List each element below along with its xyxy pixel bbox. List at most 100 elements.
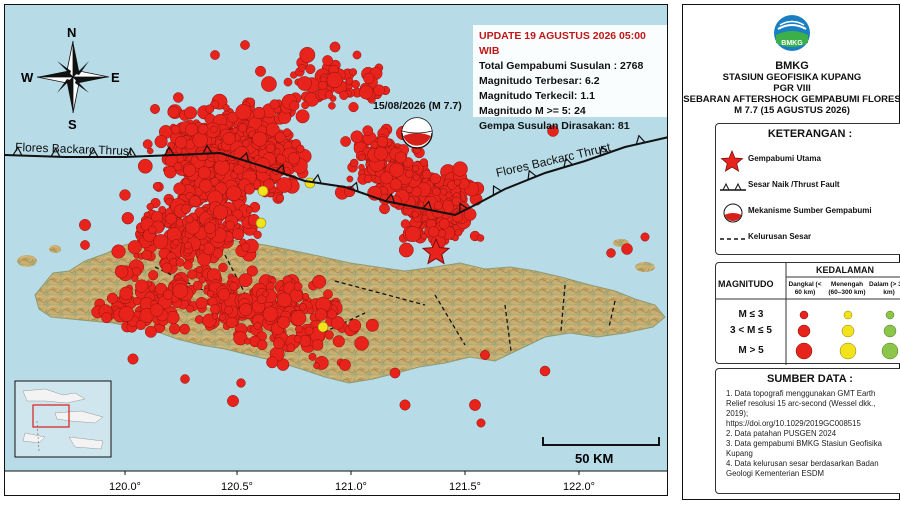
small-island bbox=[635, 262, 655, 272]
thrust-tooth bbox=[527, 169, 538, 181]
aftershock-point bbox=[183, 260, 193, 270]
aftershock-point bbox=[422, 169, 432, 180]
aftershock-point bbox=[111, 244, 126, 259]
aftershock-point bbox=[195, 266, 203, 273]
aftershock-point bbox=[227, 395, 239, 407]
aftershock-point bbox=[349, 68, 358, 77]
aftershock-point bbox=[276, 292, 292, 308]
aftershock-point bbox=[252, 106, 266, 120]
aftershock-point bbox=[225, 316, 238, 329]
fault-label-left: Flores Backarc Thrust bbox=[15, 140, 133, 158]
aftershock-point bbox=[399, 399, 411, 411]
aftershock-point bbox=[186, 304, 195, 313]
aftershock-point bbox=[289, 100, 300, 111]
org-header: BMKG BMKG STASIUN GEOFISIKA KUPANG PGR V… bbox=[683, 13, 900, 116]
aftershock-point bbox=[180, 374, 190, 384]
aftershock-point bbox=[212, 204, 229, 220]
aftershock-point bbox=[210, 304, 221, 315]
x-tick-label: 120.0° bbox=[109, 481, 141, 493]
aftershock-point bbox=[420, 233, 428, 240]
station-name: STASIUN GEOFISIKA KUPANG bbox=[722, 72, 862, 83]
aftershock-point bbox=[235, 103, 252, 120]
aftershock-point bbox=[405, 226, 422, 242]
aftershock-point bbox=[299, 334, 312, 348]
map-frame[interactable]: Flores Backarc Thrust Flores Backarc Thr… bbox=[4, 4, 668, 496]
legend-lineament: Kelurusan Sesar bbox=[716, 226, 900, 252]
aftershock-point bbox=[439, 188, 448, 196]
aftershock-point bbox=[329, 41, 341, 53]
aftershock-point bbox=[173, 162, 183, 171]
aftershock-point bbox=[203, 221, 216, 234]
aftershock-point bbox=[225, 220, 235, 230]
aftershock-point bbox=[364, 174, 373, 184]
aftershock-medium-depth bbox=[257, 185, 269, 197]
aftershock-point bbox=[373, 84, 385, 96]
aftershock-point bbox=[127, 353, 139, 365]
aftershock-point bbox=[162, 289, 174, 300]
aftershock-point bbox=[222, 131, 236, 146]
aftershock-point bbox=[451, 196, 462, 207]
thrust-tooth bbox=[384, 192, 396, 204]
thrust-tooth bbox=[599, 145, 610, 157]
aftershock-point bbox=[161, 262, 173, 274]
thrust-tooth bbox=[274, 163, 286, 175]
x-axis-ticks: 120.0° 120.5° 121.0° 121.5° 122.0° bbox=[109, 471, 595, 493]
aftershock-point bbox=[437, 229, 447, 238]
aftershock-point bbox=[198, 244, 206, 252]
aftershock-point bbox=[287, 152, 300, 165]
aftershock-point bbox=[173, 182, 186, 195]
aftershock-point bbox=[265, 143, 276, 153]
aftershock-point bbox=[346, 175, 354, 183]
aftershock-point bbox=[640, 232, 650, 242]
aftershock-point bbox=[621, 243, 633, 255]
aftershock-point bbox=[296, 144, 305, 153]
aftershock-point bbox=[154, 135, 168, 149]
aftershock-point bbox=[539, 365, 551, 377]
flores-island bbox=[34, 230, 666, 384]
thrust-tooth bbox=[49, 147, 61, 158]
aftershock-point bbox=[454, 228, 463, 237]
stat-felt: Gempa Susulan Dirasakan: 81 bbox=[479, 120, 630, 132]
aftershock-point bbox=[262, 290, 270, 298]
aftershock-point bbox=[326, 71, 343, 89]
aftershock-point bbox=[322, 55, 333, 66]
source-line[interactable]: https://doi.org/10.1029/2019GC008515 bbox=[726, 419, 861, 428]
aftershock-point bbox=[210, 125, 218, 134]
aftershock-point bbox=[304, 326, 314, 336]
thrust-tooth bbox=[163, 146, 175, 157]
focal-mechanism-beachball[interactable] bbox=[401, 117, 433, 149]
thrust-tooth bbox=[421, 200, 433, 212]
aftershock-point bbox=[413, 174, 420, 181]
compass-s: S bbox=[68, 117, 77, 132]
small-island bbox=[17, 255, 37, 267]
aftershock-point bbox=[330, 316, 345, 330]
aftershock-point bbox=[194, 315, 204, 324]
aftershock-point bbox=[452, 161, 468, 177]
aftershock-point bbox=[318, 80, 328, 91]
stat-m5-count: Magnitudo M >= 5: 24 bbox=[479, 105, 586, 117]
source-line: 2. Data patahan PUSGEN 2024 bbox=[726, 429, 837, 438]
aftershock-point bbox=[363, 72, 375, 85]
mainshock-star-icon[interactable] bbox=[421, 237, 451, 265]
aftershock-point bbox=[210, 50, 220, 60]
aftershock-point bbox=[282, 128, 292, 137]
aftershock-point bbox=[253, 322, 262, 330]
source-line: Relief resolusi 15 arc-second (Wessel dk… bbox=[726, 399, 876, 408]
kedalaman-title: KEDALAMAN bbox=[816, 265, 874, 275]
aftershock-point bbox=[127, 240, 142, 255]
aftershock-point bbox=[312, 274, 327, 289]
update-timestamp: UPDATE 19 AGUSTUS 2026 05:00 WIB bbox=[479, 30, 646, 57]
aftershock-point bbox=[192, 132, 208, 148]
aftershock-point bbox=[148, 225, 157, 235]
source-line: Kupang bbox=[726, 449, 753, 458]
aftershock-point bbox=[273, 337, 285, 349]
aftershock-point bbox=[121, 212, 134, 225]
aftershock-point bbox=[245, 206, 253, 214]
keterangan-title: KETERANGAN : bbox=[767, 128, 853, 140]
aftershock-cloud[interactable] bbox=[79, 40, 650, 428]
aftershock-point bbox=[172, 238, 180, 246]
aftershock-point bbox=[150, 104, 160, 114]
aftershock-point bbox=[232, 228, 245, 241]
magnitude-depth-table: MAGNITUDO KEDALAMAN Dangkal (< 60 km) Me… bbox=[715, 262, 900, 365]
aftershock-point bbox=[354, 336, 369, 351]
